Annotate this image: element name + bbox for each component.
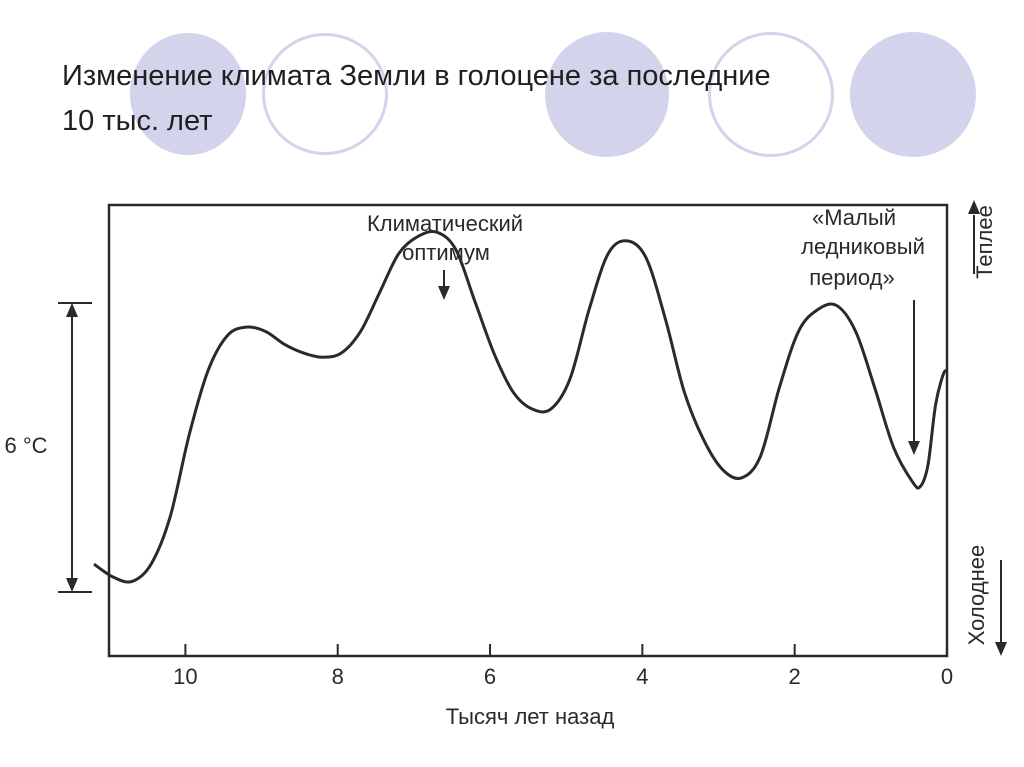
- scale-bar-label: 6 °C: [4, 433, 47, 458]
- colder-arrow-head: [995, 642, 1007, 656]
- decor-circle-4: [708, 32, 834, 157]
- warmer-arrow-head: [968, 200, 980, 214]
- annotation-optimum-line-1: Климатический: [367, 211, 523, 236]
- annotation-lia-arrow-head: [908, 441, 920, 455]
- plot-frame: [107, 203, 949, 658]
- temperature-curve: [93, 229, 949, 584]
- slide-title: Изменение климата Земли в голоцене за по…: [62, 54, 962, 144]
- x-tick-label: 2: [789, 664, 801, 689]
- decor-circle-1: [130, 33, 246, 155]
- annotation-lia-line-2: ледниковый: [801, 234, 925, 259]
- annotation-optimum-line-2: оптимум: [402, 240, 490, 265]
- scale-bar-arrow-up: [66, 303, 78, 317]
- decor-circle-5: [850, 32, 976, 157]
- colder-label: Холоднее: [964, 545, 989, 645]
- x-tick-label: 6: [484, 664, 496, 689]
- x-tick-label: 4: [636, 664, 648, 689]
- warmer-label: Теплее: [972, 205, 997, 279]
- x-axis-label: Тысяч лет назад: [446, 704, 615, 729]
- decor-circle-2: [262, 33, 388, 155]
- x-tick-label: 10: [173, 664, 197, 689]
- slide-title-line-2: 10 тыс. лет: [62, 105, 213, 137]
- x-tick-label: 0: [941, 664, 953, 689]
- scale-bar-arrow-down: [66, 578, 78, 592]
- slide-title-line-1: Изменение климата Земли в голоцене за по…: [62, 60, 771, 92]
- annotation-lia-line-3: период»: [809, 265, 895, 290]
- annotation-optimum-arrow-head: [438, 286, 450, 300]
- x-tick-label: 8: [332, 664, 344, 689]
- decor-circle-3: [545, 32, 669, 157]
- annotation-lia-line-1: «Малый: [812, 205, 896, 230]
